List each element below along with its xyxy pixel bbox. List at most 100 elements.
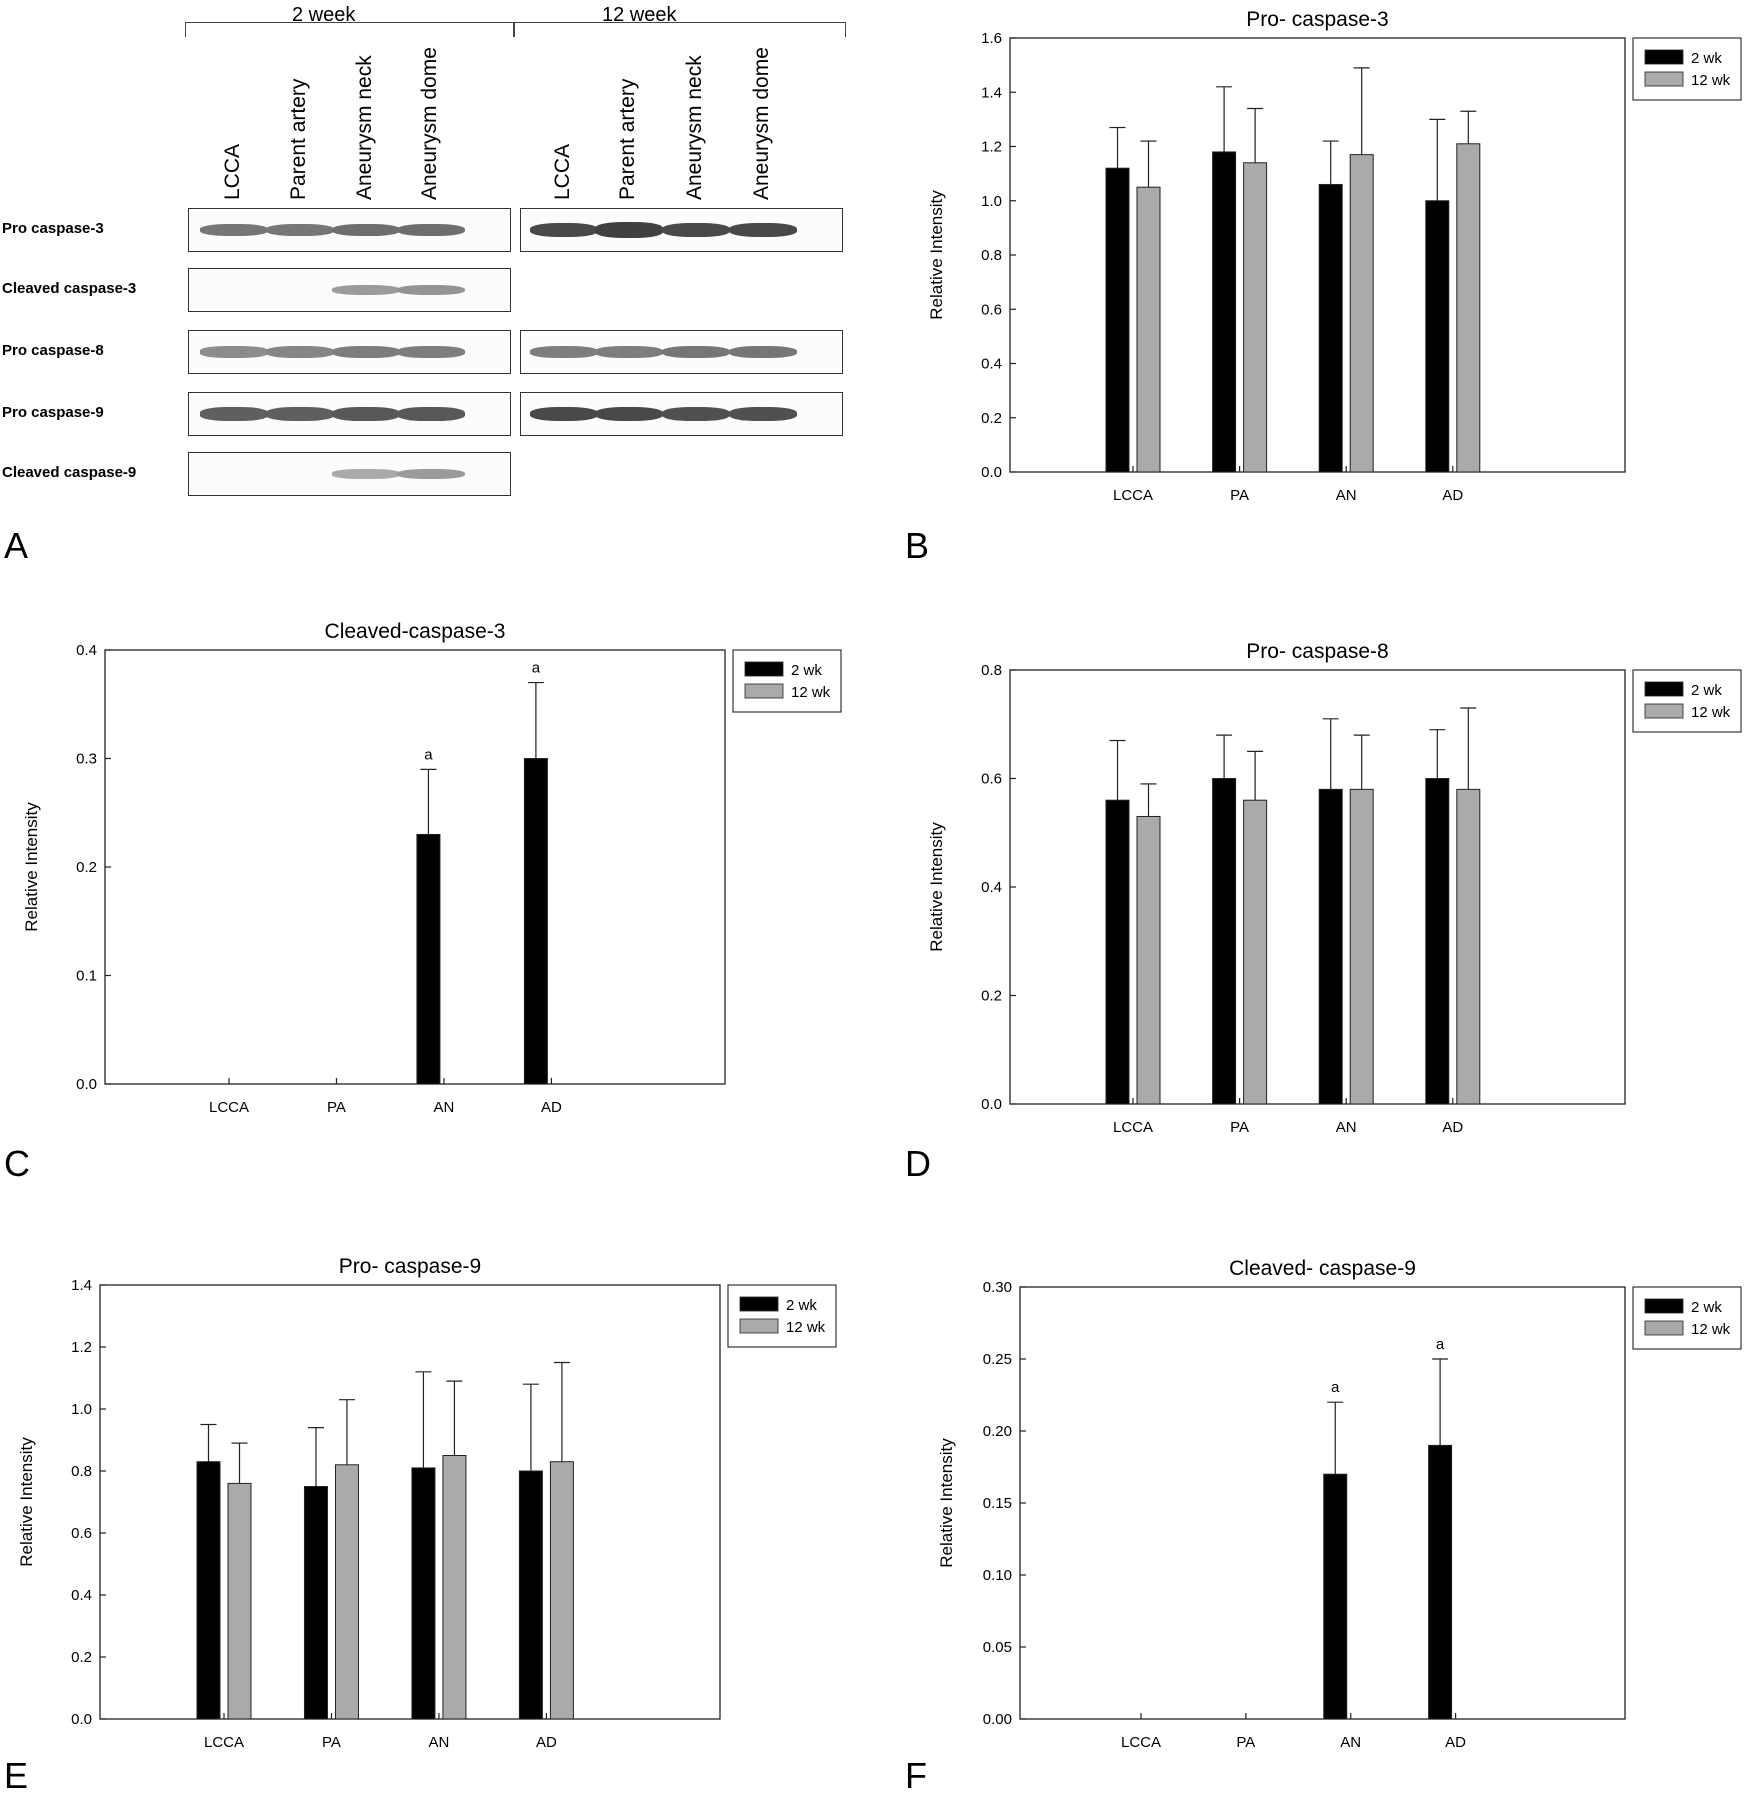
bar-2wk [416,833,441,1085]
blot-band [595,222,663,238]
x-tick-label: LCCA [209,1099,249,1116]
legend-swatch-12wk [1644,71,1684,87]
bar-2wk [1318,788,1343,1105]
y-tick-label: 0.10 [983,1567,1012,1584]
western-blot-panel: 2 week 12 week LCCA Parent artery Aneurysm… [0,0,860,510]
lane-label-12wk: Aneurysm dome [750,47,773,200]
blot-band [397,223,465,237]
blot-band [266,407,334,421]
blot-box-12wk [520,392,843,436]
blot-row-label: Cleaved caspase-9 [2,464,137,481]
bar-12wk [1243,162,1268,473]
x-tick-label: LCCA [1121,1734,1161,1751]
bar-12wk [1136,186,1161,473]
blot-band [266,346,334,358]
x-tick-label: AD [1445,1734,1466,1751]
significance-label: a [1436,1336,1445,1353]
legend-label: 2 wk [1691,50,1722,67]
x-tick-label: PA [1230,1119,1249,1136]
x-tick-label: AD [536,1734,557,1751]
x-tick-label: AD [1442,487,1463,504]
lane-label-2wk: LCCA [221,143,244,200]
y-tick-label: 1.0 [981,193,1002,210]
legend-label: 12 wk [1691,1321,1731,1338]
blot-band [729,222,797,238]
group-bracket-2wk [185,22,514,37]
x-tick-label: AN [1336,487,1357,504]
y-tick-label: 0.05 [983,1639,1012,1656]
chart-pro-caspase-9: Pro- caspase-9 0.0 0.2 0.4 0.6 0.8 1.0 1.2 1.4 Re… [0,1245,861,1770]
y-tick-label: 1.6 [981,30,1002,47]
group-bracket-12wk [514,22,846,37]
legend-label: 2 wk [1691,1299,1722,1316]
blot-band [662,406,730,422]
blot-band [397,468,465,480]
blot-band [729,345,797,359]
blot-box-12wk [520,330,843,374]
y-tick-label: 0.0 [981,464,1002,481]
blot-box-12wk [520,208,843,252]
y-tick-label: 0.4 [76,642,97,659]
legend-swatch-2wk [739,1296,779,1312]
lane-label-12wk: Aneurysm neck [683,55,706,200]
panel-letter-f: F [905,1755,927,1796]
legend-label: 2 wk [791,662,822,679]
blot-band [332,284,400,296]
legend-box [1632,37,1742,101]
blot-band [332,346,400,358]
blot-band [729,406,797,422]
bar-2wk [1425,778,1450,1105]
y-tick-label: 0.8 [981,662,1002,679]
bar-2wk [196,1461,221,1720]
blot-band [332,469,400,479]
chart-pro-caspase-8: Pro- caspase-8 0.0 0.2 0.4 0.6 0.8 Relative In… [900,630,1761,1155]
panel-letter-d: D [905,1143,931,1184]
blot-box-2wk [188,208,511,252]
bar-12wk [1456,143,1481,473]
y-tick-label: 0.0 [76,1076,97,1093]
blot-band [595,406,663,422]
y-axis-label: Relative Intensity [17,1437,36,1567]
group-label-2wk: 2 week [292,4,356,26]
legend-swatch-2wk [1644,681,1684,697]
blot-row-label: Pro caspase-9 [2,404,104,421]
bar-2wk [1212,151,1237,473]
bar-2wk [518,1470,543,1720]
blot-band [200,407,268,421]
x-tick-label: AN [1336,1119,1357,1136]
y-tick-label: 0.15 [983,1495,1012,1512]
x-tick-label: AN [429,1734,450,1751]
bar-12wk [334,1464,359,1720]
chart-cleaved-caspase-3: Cleaved-caspase-3 0.0 0.1 0.2 0.3 0.4 Relative… [0,615,861,1140]
x-tick-label: LCCA [1113,487,1153,504]
blot-box-2wk [188,392,511,436]
y-tick-label: 1.4 [981,84,1002,101]
lane-label-12wk: LCCA [551,143,574,200]
blot-band [530,406,598,422]
y-tick-label: 1.2 [71,1339,92,1356]
chart-pro-caspase-3: Pro- caspase-3 0.0 0.2 0.4 0.6 0.8 1.0 1.2 1.4 1.… [900,0,1761,525]
blot-band [662,222,730,238]
blot-band [266,223,334,237]
bar-2wk [523,758,548,1085]
blot-band [200,223,268,237]
bar-12wk [1349,154,1374,473]
y-tick-label: 0.8 [71,1463,92,1480]
legend-label: 2 wk [786,1297,817,1314]
y-tick-label: 0.8 [981,247,1002,264]
blot-band [397,346,465,358]
bar-2wk [1323,1473,1348,1720]
legend-swatch-2wk [744,661,784,677]
bar-12wk [549,1461,574,1720]
lane-label-2wk: Parent artery [287,78,310,200]
bar-2wk [1105,799,1130,1105]
y-tick-label: 0.2 [981,988,1002,1005]
significance-label: a [532,660,541,677]
y-tick-label: 0.0 [71,1711,92,1728]
bar-2wk [1212,778,1237,1105]
legend-box [1632,669,1742,733]
legend-swatch-12wk [739,1318,779,1334]
legend-swatch-2wk [1644,49,1684,65]
legend-box [1632,1286,1742,1350]
bar-12wk [227,1482,252,1720]
